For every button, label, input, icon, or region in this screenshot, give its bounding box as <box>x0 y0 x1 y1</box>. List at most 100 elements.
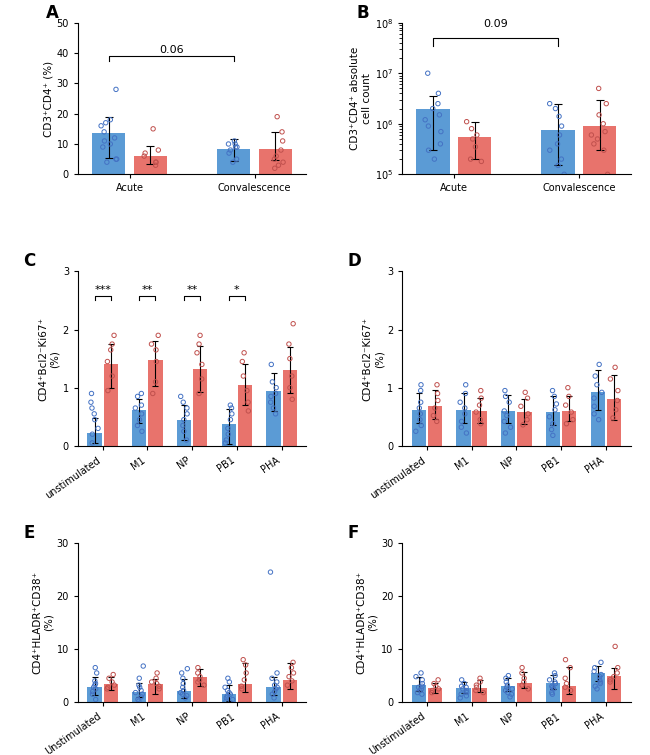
Point <box>111 153 121 165</box>
Point <box>428 409 439 421</box>
Point <box>471 681 482 693</box>
Point <box>86 396 96 408</box>
Point <box>271 150 281 162</box>
Point <box>278 156 289 168</box>
Bar <box>501 686 515 702</box>
Point <box>221 695 231 707</box>
Text: C: C <box>23 252 36 270</box>
Bar <box>87 433 102 445</box>
Point <box>222 685 233 697</box>
Point <box>181 690 192 702</box>
Point <box>465 153 476 165</box>
Point <box>271 381 281 393</box>
Point <box>266 672 277 684</box>
Point <box>476 384 486 396</box>
Point <box>179 425 189 437</box>
Point <box>549 667 560 679</box>
Bar <box>562 686 577 702</box>
Point <box>589 408 599 420</box>
Point <box>598 118 608 130</box>
Point <box>285 381 295 393</box>
Point <box>223 428 233 440</box>
Point <box>288 656 298 668</box>
Point <box>242 384 252 396</box>
Bar <box>411 685 426 702</box>
Point <box>549 390 560 402</box>
Point <box>416 379 426 391</box>
Point <box>522 414 532 426</box>
Point <box>86 402 97 414</box>
Point <box>554 110 564 122</box>
Point <box>152 667 162 679</box>
Point <box>88 686 98 698</box>
Point <box>192 676 203 688</box>
Point <box>133 420 143 432</box>
Point <box>475 414 486 426</box>
Point <box>501 676 512 688</box>
Point <box>150 376 161 388</box>
Point <box>92 667 102 679</box>
Bar <box>103 683 118 702</box>
Point <box>270 408 281 420</box>
Point <box>105 114 116 126</box>
Point <box>589 392 599 404</box>
Point <box>154 683 164 695</box>
Point <box>236 680 246 692</box>
Point <box>151 156 161 168</box>
Point <box>612 394 623 406</box>
Point <box>460 379 471 391</box>
Point <box>177 667 187 679</box>
Point <box>504 396 514 408</box>
Point <box>434 109 445 121</box>
Point <box>231 153 242 165</box>
Point <box>565 661 575 673</box>
Point <box>153 144 164 156</box>
Point <box>589 665 599 677</box>
Point <box>154 680 164 692</box>
Point <box>243 396 254 408</box>
Point <box>499 405 510 417</box>
Point <box>547 681 558 693</box>
Point <box>545 97 555 109</box>
Point <box>471 406 481 418</box>
Point <box>151 677 162 689</box>
Bar <box>283 370 297 445</box>
Point <box>460 408 470 420</box>
Point <box>237 683 247 695</box>
Point <box>416 683 426 695</box>
Point <box>476 156 487 168</box>
Point <box>502 681 512 693</box>
Point <box>197 359 207 371</box>
Bar <box>591 673 605 702</box>
Point <box>544 411 554 423</box>
Point <box>462 686 472 698</box>
Point <box>601 97 612 109</box>
Bar <box>583 126 616 755</box>
Point <box>108 668 118 680</box>
Point <box>104 672 114 684</box>
Bar <box>501 411 515 445</box>
Point <box>105 138 116 150</box>
Point <box>502 686 513 698</box>
Y-axis label: CD4⁺Bcl2⁻Ki67⁺
(%): CD4⁺Bcl2⁻Ki67⁺ (%) <box>363 316 384 401</box>
Point <box>433 394 443 406</box>
Point <box>594 670 604 683</box>
Point <box>610 404 621 416</box>
Point <box>136 387 146 399</box>
Point <box>230 141 240 153</box>
Point <box>182 408 192 420</box>
Bar <box>428 689 442 702</box>
Point <box>133 693 143 705</box>
Point <box>427 685 437 697</box>
Point <box>90 661 101 673</box>
Point <box>192 667 203 679</box>
Point <box>134 695 144 707</box>
Point <box>272 676 282 688</box>
Point <box>176 686 186 698</box>
Point <box>411 670 421 683</box>
Bar <box>222 424 236 445</box>
Point <box>500 427 511 439</box>
Point <box>415 396 426 408</box>
Point <box>238 654 248 666</box>
Point <box>551 103 561 115</box>
